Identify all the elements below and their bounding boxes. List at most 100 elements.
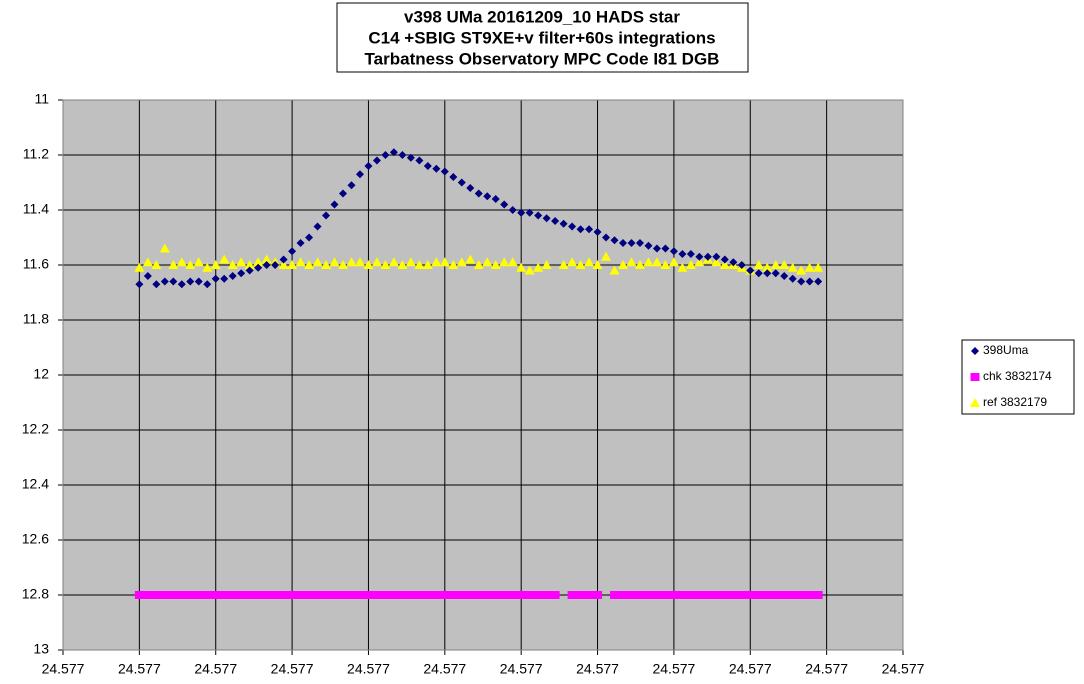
- square-marker: [491, 591, 501, 599]
- diamond-marker: [305, 233, 314, 242]
- plot-border: [62, 99, 904, 651]
- triangle-marker: [321, 260, 332, 269]
- triangle-marker: [465, 254, 476, 264]
- square-marker: [279, 591, 289, 599]
- square-marker: [304, 591, 314, 599]
- triangle-marker: [405, 257, 416, 267]
- square-marker: [660, 591, 670, 599]
- diamond-marker: [971, 347, 979, 355]
- square-marker: [228, 591, 238, 599]
- square-marker: [643, 591, 653, 599]
- diamond-marker: [712, 252, 721, 261]
- triangle-marker: [210, 260, 221, 269]
- triangle-marker: [278, 260, 289, 269]
- diamond-marker: [262, 261, 271, 269]
- square-marker: [313, 591, 323, 599]
- triangle-marker: [354, 257, 365, 267]
- title-box: [336, 2, 749, 73]
- square-marker: [406, 591, 416, 599]
- x-tick-label: 24.577: [194, 661, 237, 677]
- square-marker: [202, 591, 212, 599]
- square-marker: [813, 591, 823, 599]
- square-marker: [245, 591, 255, 599]
- triangle-marker: [168, 260, 179, 269]
- triangle-marker: [346, 257, 357, 267]
- triangle-marker: [533, 262, 544, 272]
- diamond-marker: [381, 151, 390, 159]
- square-marker: [796, 591, 806, 599]
- diamond-marker: [135, 280, 144, 289]
- diamond-marker: [347, 181, 356, 190]
- legend-label: 398Uma: [983, 343, 1029, 357]
- square-marker: [677, 591, 687, 599]
- y-tick-label: 12.4: [22, 476, 49, 492]
- diamond-marker: [576, 225, 585, 234]
- diamond-marker: [805, 277, 814, 286]
- triangle-marker: [753, 260, 764, 269]
- diamond-marker: [474, 189, 483, 198]
- square-marker: [262, 591, 272, 599]
- diamond-marker: [398, 151, 407, 159]
- triangle-marker: [677, 262, 688, 272]
- diamond-marker: [678, 250, 687, 258]
- square-marker: [219, 591, 229, 599]
- diamond-marker: [313, 222, 322, 231]
- square-marker: [771, 591, 781, 599]
- square-marker: [177, 591, 187, 599]
- square-marker: [397, 591, 407, 599]
- diamond-marker: [619, 239, 627, 247]
- square-marker: [270, 591, 280, 599]
- diamond-marker: [483, 192, 492, 201]
- x-tick-label: 24.577: [118, 661, 161, 677]
- square-marker: [296, 591, 306, 599]
- x-tick-label: 24.577: [576, 661, 619, 677]
- diamond-marker: [754, 269, 763, 278]
- diamond-marker: [211, 274, 220, 283]
- triangle-marker: [219, 254, 230, 264]
- triangle-marker: [142, 257, 153, 267]
- diamond-marker: [703, 252, 712, 261]
- diamond-marker: [186, 277, 195, 286]
- diamond-marker: [177, 280, 186, 289]
- square-marker: [762, 591, 772, 599]
- triangle-marker: [431, 257, 442, 267]
- diamond-marker: [372, 156, 381, 165]
- triangle-marker: [609, 265, 620, 275]
- triangle-marker: [227, 260, 238, 269]
- square-marker: [626, 591, 636, 599]
- square-marker: [185, 591, 195, 599]
- square-marker: [380, 591, 390, 599]
- triangle-marker: [439, 257, 450, 267]
- triangle-marker: [575, 260, 586, 269]
- diamond-marker: [559, 219, 568, 228]
- square-marker: [330, 591, 340, 599]
- square-marker: [474, 591, 484, 599]
- square-marker: [194, 591, 204, 599]
- square-marker: [584, 591, 594, 599]
- diamond-marker: [152, 280, 161, 289]
- x-tick-label: 24.577: [729, 661, 772, 677]
- square-marker: [355, 591, 365, 599]
- diamond-marker: [254, 263, 263, 272]
- diamond-marker: [389, 148, 398, 157]
- diamond-marker: [729, 258, 738, 267]
- diamond-marker: [508, 206, 517, 214]
- diamond-marker: [585, 225, 594, 234]
- diamond-marker: [500, 200, 509, 209]
- diamond-marker: [610, 236, 619, 245]
- triangle-marker: [380, 260, 391, 269]
- triangle-marker: [499, 257, 510, 267]
- diamond-marker: [644, 241, 653, 250]
- triangle-marker: [456, 257, 467, 267]
- triangle-marker: [711, 257, 722, 267]
- triangle-marker: [490, 260, 501, 269]
- triangle-marker: [524, 265, 535, 275]
- diamond-marker: [423, 162, 432, 170]
- triangle-marker: [584, 257, 595, 267]
- diamond-marker: [551, 217, 560, 225]
- triangle-marker: [592, 260, 603, 269]
- square-marker: [805, 591, 815, 599]
- square-marker: [414, 591, 424, 599]
- triangle-marker: [295, 257, 306, 267]
- diamond-marker: [364, 162, 373, 170]
